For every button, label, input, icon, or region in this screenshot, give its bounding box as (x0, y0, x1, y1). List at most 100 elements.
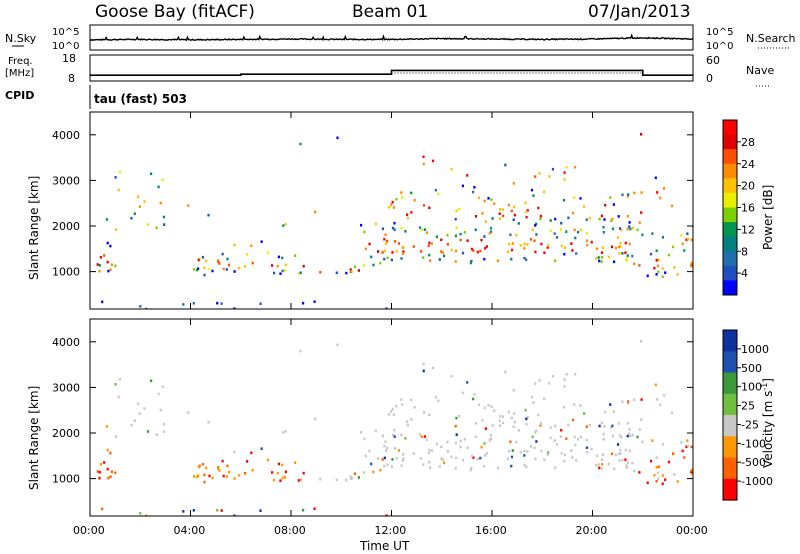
power-cell (114, 228, 117, 231)
power-cell (96, 263, 99, 266)
power-cell (271, 264, 274, 267)
velocity-cell (481, 419, 484, 422)
power-cell (370, 255, 373, 259)
velocity-cell (519, 451, 522, 454)
velocity-cell (238, 474, 241, 477)
nsky-tick-bottom: 10^0 (52, 41, 79, 52)
power-cell (440, 238, 443, 242)
power-cell (483, 235, 486, 238)
power-cell (130, 216, 133, 220)
power-colorbar-tick-label: 28 (741, 136, 755, 149)
power-cell (383, 237, 386, 241)
power-cell (393, 221, 396, 225)
power-cell (529, 238, 533, 241)
velocity-cell (386, 463, 389, 467)
velocity-cell (392, 413, 395, 416)
velocity-cell (534, 431, 537, 434)
velocity-cell (159, 408, 162, 412)
power-cell (133, 212, 136, 215)
power-cell (646, 274, 649, 278)
velocity-cell (391, 407, 394, 411)
velocity-cell (628, 428, 631, 431)
velocity-cell (474, 422, 478, 425)
power-cell (391, 200, 394, 204)
power-cell (525, 258, 528, 262)
velocity-cell (543, 458, 546, 461)
velocity-cell (466, 446, 469, 449)
velocity-cell (383, 456, 386, 460)
power-cell (391, 226, 395, 230)
power-cell (526, 209, 529, 212)
velocity-cell (276, 471, 279, 475)
power-cell (284, 222, 287, 226)
velocity-cell (383, 444, 386, 448)
velocity-cell (597, 463, 600, 466)
velocity-cell (412, 452, 415, 455)
velocity-cell (523, 454, 526, 457)
velocity-cell (381, 434, 384, 438)
power-cell (531, 228, 534, 232)
velocity-cell (455, 416, 458, 420)
velocity-cell (573, 435, 576, 439)
power-cell (143, 200, 146, 203)
power-cell (107, 269, 110, 273)
power-cell (576, 230, 580, 234)
velocity-colorbar-tick-label: 25 (741, 400, 755, 413)
velocity-cell (450, 374, 453, 378)
velocity-cell (418, 433, 422, 436)
velocity-cell (554, 466, 557, 469)
velocity-cell (646, 481, 649, 485)
power-panel-frame (89, 111, 694, 310)
velocity-cell (110, 470, 113, 474)
velocity-cell (273, 478, 276, 482)
power-cell (461, 184, 464, 188)
velocity-cell (233, 514, 236, 516)
power-cell (484, 247, 487, 250)
velocity-cell (620, 435, 623, 439)
power-cell (627, 193, 630, 196)
power-cell (364, 247, 367, 251)
velocity-cell (656, 471, 659, 475)
velocity-cell (640, 340, 643, 343)
velocity-cell (400, 398, 403, 401)
power-cell (554, 217, 557, 221)
velocity-cell (602, 432, 605, 436)
power-cell (657, 270, 660, 274)
velocity-cell (410, 398, 413, 402)
velocity-cell (601, 463, 604, 466)
velocity-cell (664, 478, 667, 481)
velocity-cell (138, 412, 141, 415)
power-cell (543, 251, 546, 254)
velocity-cell (393, 428, 396, 432)
power-cell (498, 212, 501, 215)
velocity-cell (489, 433, 493, 437)
velocity-cell (655, 480, 658, 483)
power-colorbar-tick-label: 8 (741, 245, 748, 258)
power-cell (217, 260, 220, 263)
power-cell (410, 211, 413, 214)
power-cell (609, 196, 612, 199)
velocity-cell (163, 430, 166, 433)
velocity-cell (470, 454, 474, 458)
velocity-cell (653, 473, 656, 477)
velocity-cell (259, 509, 262, 512)
beam-title: Beam 01 (352, 2, 428, 22)
velocity-cell (667, 460, 670, 464)
power-cell (109, 244, 112, 248)
power-cell (276, 264, 279, 268)
velocity-cell (440, 445, 443, 449)
velocity-panel-frame (89, 318, 694, 517)
noise-panel-frame (89, 24, 694, 51)
velocity-cell (299, 478, 302, 482)
power-cell (535, 233, 538, 236)
y-tick-label: 4000 (52, 129, 80, 142)
power-cell (384, 233, 387, 236)
power-cell (406, 216, 409, 220)
power-cell (628, 242, 631, 246)
velocity-cell (624, 458, 627, 461)
power-cell (488, 232, 491, 235)
power-cell (392, 206, 395, 209)
power-cell (146, 223, 150, 226)
velocity-cell (600, 458, 604, 461)
power-cell (157, 185, 160, 189)
